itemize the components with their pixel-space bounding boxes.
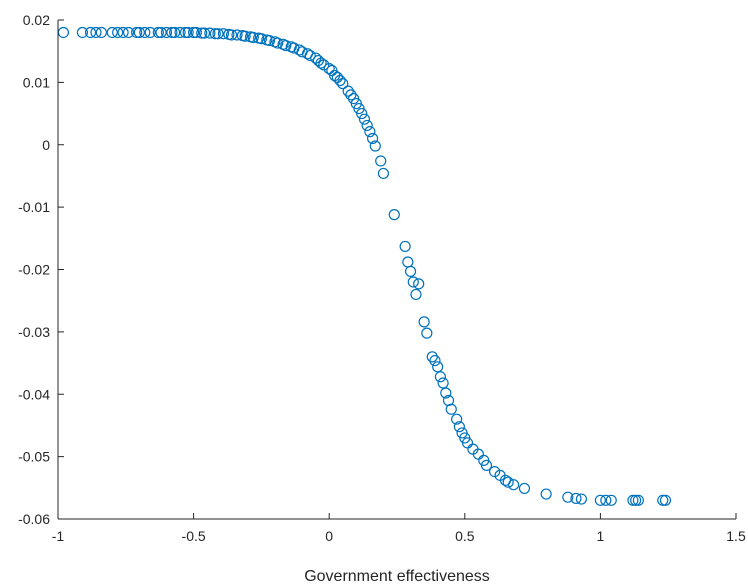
data-point [389, 210, 399, 220]
y-tick-label: 0 [42, 137, 50, 153]
data-point [359, 114, 369, 124]
y-axis-ticks: 0.02 0.01 0 -0.01 -0.02 -0.03 -0.04 -0.05 -0.06 [18, 12, 64, 527]
data-point [411, 289, 421, 299]
x-axis-ticks: -1 -0.5 0 0.5 1 1.5 [52, 513, 746, 544]
x-tick-label: 1.5 [726, 528, 746, 544]
y-tick-label: -0.01 [18, 199, 50, 215]
data-point [400, 241, 410, 251]
x-tick-label: -1 [52, 528, 65, 544]
data-point [422, 328, 432, 338]
data-point [435, 372, 445, 382]
data-point [408, 277, 418, 287]
y-tick-label: 0.02 [23, 12, 50, 28]
x-tick-label: -0.5 [182, 528, 206, 544]
y-tick-label: -0.06 [18, 511, 50, 527]
x-tick-label: 0.5 [455, 528, 475, 544]
y-tick-label: 0.01 [23, 74, 50, 90]
y-tick-label: -0.03 [18, 324, 50, 340]
data-point [362, 120, 372, 130]
data-point [419, 317, 429, 327]
data-point [438, 378, 448, 388]
x-tick-label: 0 [325, 528, 333, 544]
data-point [403, 257, 413, 267]
y-tick-label: -0.04 [18, 386, 50, 402]
data-point [376, 156, 386, 166]
data-point [433, 362, 443, 372]
x-axis-title: Government effectiveness [304, 568, 490, 585]
x-tick-label: 1 [597, 528, 605, 544]
data-point [378, 168, 388, 178]
data-point [446, 404, 456, 414]
data-point [541, 489, 551, 499]
y-tick-label: -0.05 [18, 449, 50, 465]
plot-area [58, 27, 670, 505]
data-point [406, 266, 416, 276]
y-tick-label: -0.02 [18, 262, 50, 278]
data-point [414, 279, 424, 289]
data-point [332, 72, 342, 82]
data-point [519, 483, 529, 493]
data-point [365, 127, 375, 137]
data-point [58, 27, 68, 37]
